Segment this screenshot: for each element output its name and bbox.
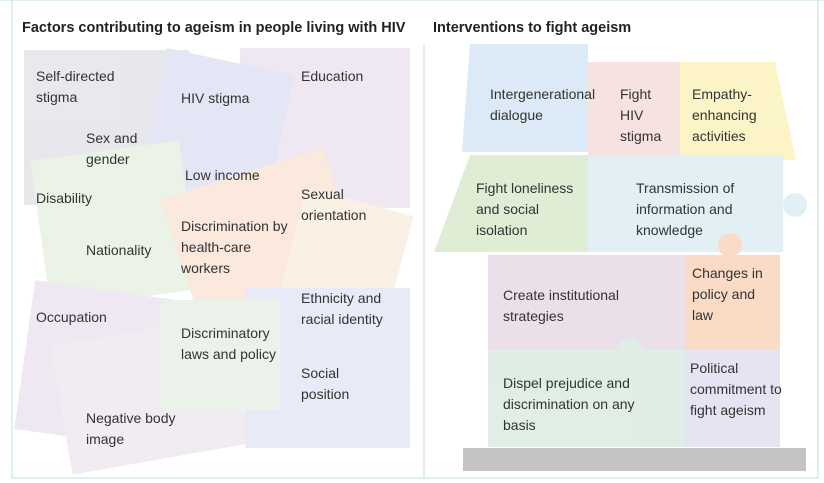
intervention-label: Dispel prejudice and discrimination on a… [503,373,668,436]
factor-label: Education [301,66,401,87]
factor-label: Negative body image [86,408,196,450]
intervention-label: Empathy-enhancing activities [692,84,777,147]
intervention-label: Create institutional strategies [503,285,663,327]
intervention-label: Fight loneliness and social isolation [476,178,586,241]
left-title: Factors contributing to ageism in people… [22,20,405,36]
factor-label: Discriminatory laws and policy [181,323,296,365]
right-title: Interventions to fight ageism [433,20,631,36]
house-base [463,448,806,471]
intervention-label: Intergenerational dialogue [490,84,615,126]
factor-label: Ethnicity and racial identity [301,288,401,330]
figure: Factors contributing to ageism in people… [0,0,824,483]
factor-label: Occupation [36,307,146,328]
intervention-label: Transmission of information and knowledg… [636,178,771,241]
intervention-label: Political commitment to fight ageism [690,358,785,421]
factor-label: Sex and gender [86,128,151,170]
intervention-label: Fight HIV stigma [620,84,675,147]
factor-label: Disability [36,188,136,209]
factor-label: Low income [185,165,295,186]
factor-label: Self-directed stigma [36,66,141,108]
factor-label: Sexual orientation [301,184,386,226]
factor-label: Discrimination by health-care workers [181,216,291,279]
factor-label: Social position [301,363,371,405]
factor-label: Nationality [86,240,186,261]
factor-label: HIV stigma [181,88,291,109]
intervention-label: Changes in policy and law [692,263,777,326]
